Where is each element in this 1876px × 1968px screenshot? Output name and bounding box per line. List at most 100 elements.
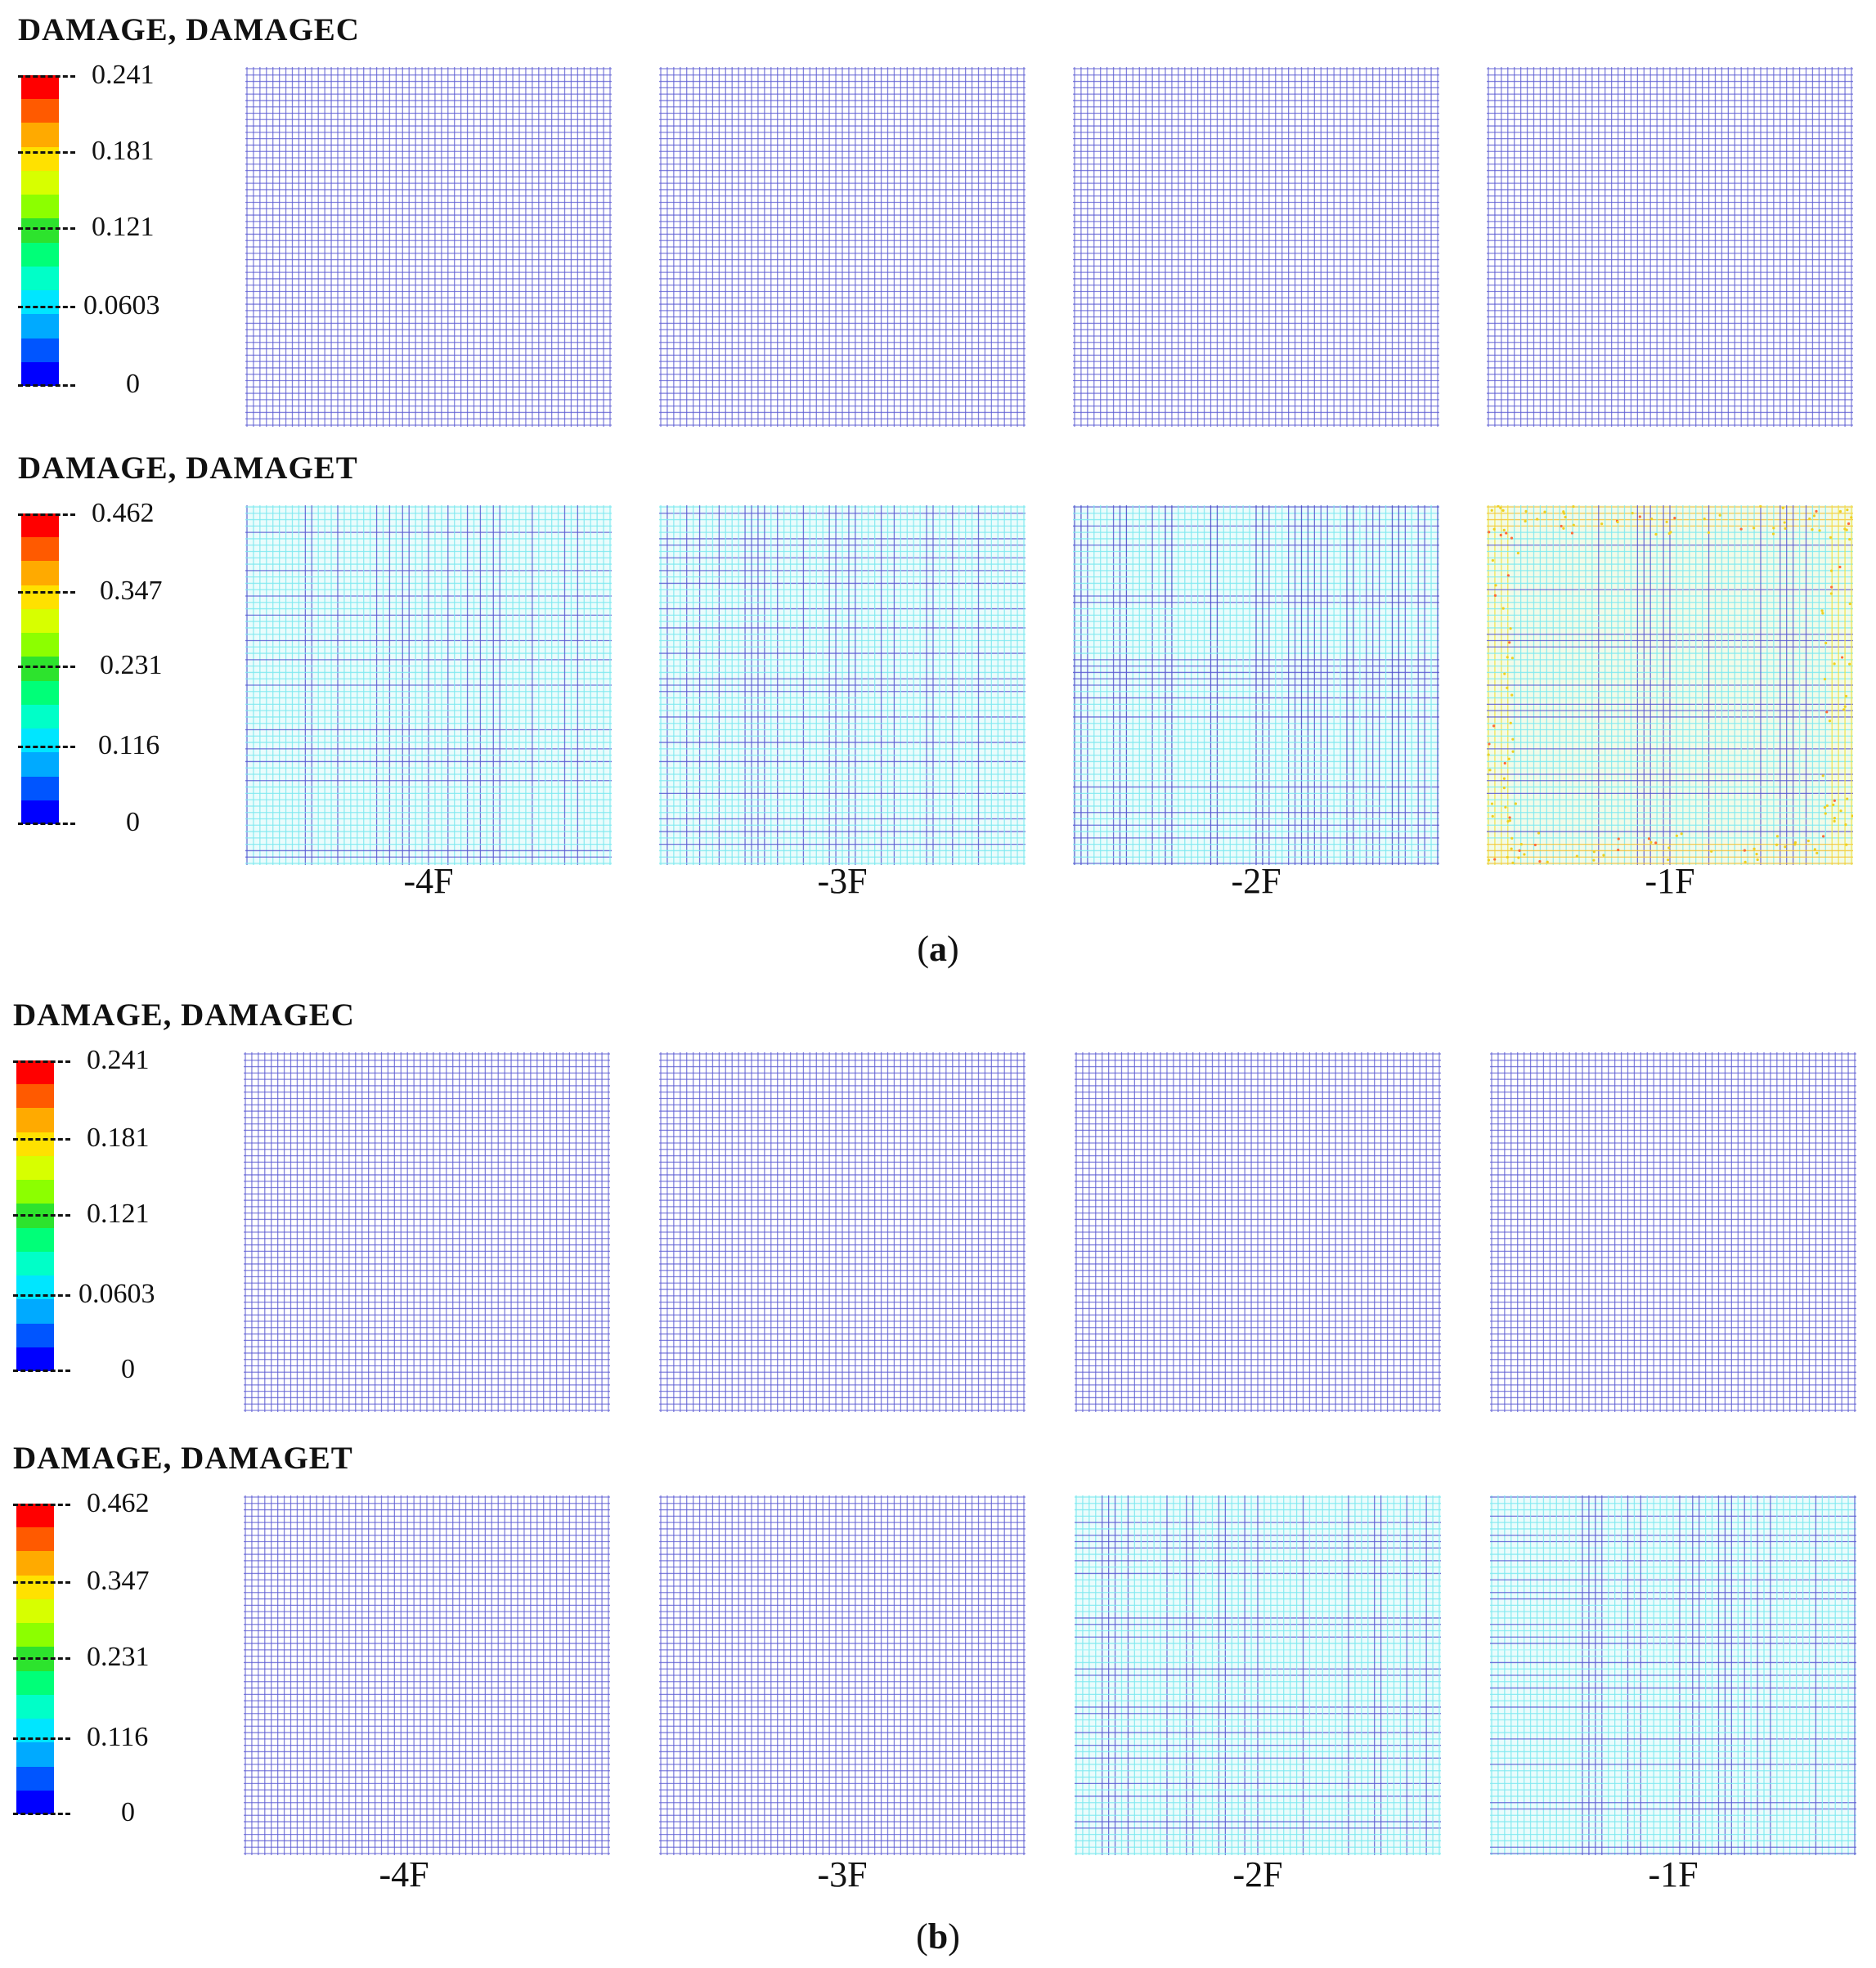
- legend-tick: [13, 1737, 70, 1740]
- legend-tick-label: 0.347: [100, 576, 163, 606]
- floor-label: -4F: [403, 861, 454, 901]
- floor-label: -3F: [817, 1854, 868, 1894]
- floor-label: -1F: [1648, 1854, 1699, 1894]
- mesh-panel-floor-minus2: [1075, 1052, 1441, 1412]
- legend-swatch: [16, 1623, 54, 1647]
- legend-swatch: [21, 800, 59, 825]
- legend-tick: [18, 151, 75, 154]
- legend-tick: [18, 666, 75, 668]
- mesh-grid: [659, 67, 1026, 427]
- legend-tick-label: 0: [126, 807, 140, 837]
- mesh-grid: [1487, 67, 1853, 427]
- legend-tick-label: 0.181: [92, 136, 155, 166]
- figure-caption-a: (a): [917, 929, 959, 969]
- mesh-grid: [1075, 1495, 1441, 1855]
- legend-tick-label: 0.462: [92, 498, 155, 528]
- legend-tick: [13, 1581, 70, 1584]
- legend-tick-label: 0.121: [87, 1199, 150, 1229]
- mesh-panel-floor-minus1: [1487, 67, 1853, 427]
- legend-tick-label: 0.241: [92, 60, 155, 90]
- legend-tick: [13, 1138, 70, 1141]
- legend-swatch: [21, 314, 59, 338]
- row-title: DAMAGE, DAMAGET: [18, 451, 358, 486]
- mesh-panel-floor-minus3: [659, 67, 1026, 427]
- legend-swatch: [16, 1551, 54, 1576]
- color-legend: 0.241 0.181 0.121 0.0603 0: [13, 1045, 185, 1384]
- legend-tick-label: 0.181: [87, 1123, 150, 1153]
- legend-swatch: [21, 242, 59, 267]
- legend-swatch: [21, 290, 59, 315]
- row-title: DAMAGE, DAMAGEC: [13, 997, 355, 1033]
- legend-tick: [18, 591, 75, 594]
- legend-swatch: [21, 170, 59, 195]
- mesh-grid: [1075, 1052, 1441, 1412]
- mesh-panel-floor-minus3: [659, 1052, 1026, 1412]
- legend-swatch: [21, 361, 59, 387]
- legend-swatch: [16, 1527, 54, 1552]
- floor-label: -2F: [1232, 1854, 1283, 1894]
- mesh-panel-floor-minus1: [1487, 505, 1853, 865]
- legend-tick: [13, 1504, 70, 1506]
- legend-swatch: [21, 513, 59, 538]
- legend-swatch: [16, 1347, 54, 1372]
- mesh-grid: [245, 505, 612, 865]
- mesh-grid: [245, 67, 612, 427]
- legend-color-bar: [16, 1504, 54, 1815]
- row-title: DAMAGE, DAMAGEC: [18, 12, 360, 47]
- legend-swatch: [16, 1299, 54, 1324]
- mesh-grid: [1073, 67, 1439, 427]
- legend-swatch: [21, 146, 59, 171]
- figure-caption-b: (b): [916, 1916, 960, 1957]
- legend-tick: [13, 1657, 70, 1660]
- mesh-grid: [659, 1495, 1026, 1855]
- legend-tick-label: 0.116: [98, 730, 160, 760]
- legend-swatch: [21, 338, 59, 362]
- legend-tick-label: 0.241: [87, 1045, 150, 1075]
- legend-swatch: [16, 1084, 54, 1109]
- legend-tick: [18, 227, 75, 230]
- row-b-damaget: DAMAGE, DAMAGET 0.462 0.347 0.231 0.116 …: [0, 1440, 1876, 1865]
- mesh-panel-floor-minus4: [245, 505, 612, 865]
- mesh-panel-floor-minus4: [245, 67, 612, 427]
- legend-swatch: [16, 1694, 54, 1719]
- row-title: DAMAGE, DAMAGET: [13, 1441, 353, 1476]
- floor-label: -4F: [379, 1854, 429, 1894]
- mesh-grid: [659, 505, 1026, 865]
- legend-swatch: [21, 218, 59, 243]
- legend-swatch: [16, 1790, 54, 1815]
- mesh-grid: [244, 1495, 610, 1855]
- legend-tick-label: 0.116: [87, 1722, 149, 1752]
- mesh-panel-floor-minus3: [659, 505, 1026, 865]
- legend-swatch: [16, 1180, 54, 1204]
- legend-color-bar: [16, 1060, 54, 1372]
- mesh-grid: [1073, 505, 1439, 865]
- legend-swatch: [21, 537, 59, 562]
- legend-swatch: [21, 75, 59, 100]
- legend-tick-label: 0: [121, 1797, 135, 1827]
- legend-swatch: [16, 1155, 54, 1181]
- legend-swatch: [16, 1060, 54, 1085]
- legend-tick-label: 0.231: [100, 650, 163, 680]
- floor-label: -3F: [817, 861, 868, 901]
- legend-swatch: [21, 561, 59, 585]
- legend-swatch: [21, 633, 59, 657]
- legend-tick-label: 0.0603: [79, 1279, 155, 1309]
- legend-tick-label: 0.347: [87, 1566, 150, 1596]
- mesh-grid: [1490, 1495, 1856, 1855]
- legend-swatch: [16, 1323, 54, 1347]
- mesh-panel-floor-minus1: [1490, 1495, 1856, 1855]
- legend-tick: [18, 306, 75, 308]
- color-legend: 0.462 0.347 0.231 0.116 0: [18, 498, 190, 837]
- legend-tick: [13, 1294, 70, 1297]
- legend-swatch: [16, 1766, 54, 1791]
- legend-tick-label: 0: [121, 1354, 135, 1384]
- mesh-grid: [659, 1052, 1026, 1412]
- legend-tick-label: 0.0603: [83, 290, 160, 321]
- legend-tick: [18, 823, 75, 825]
- legend-swatch: [16, 1227, 54, 1252]
- row-a-damagec: DAMAGE, DAMAGEC 0.241 0.181 0.121 0.0603…: [0, 11, 1876, 437]
- legend-tick: [13, 1214, 70, 1217]
- mesh-panel-floor-minus1: [1490, 1052, 1856, 1412]
- legend-swatch: [21, 680, 59, 705]
- legend-tick: [13, 1813, 70, 1815]
